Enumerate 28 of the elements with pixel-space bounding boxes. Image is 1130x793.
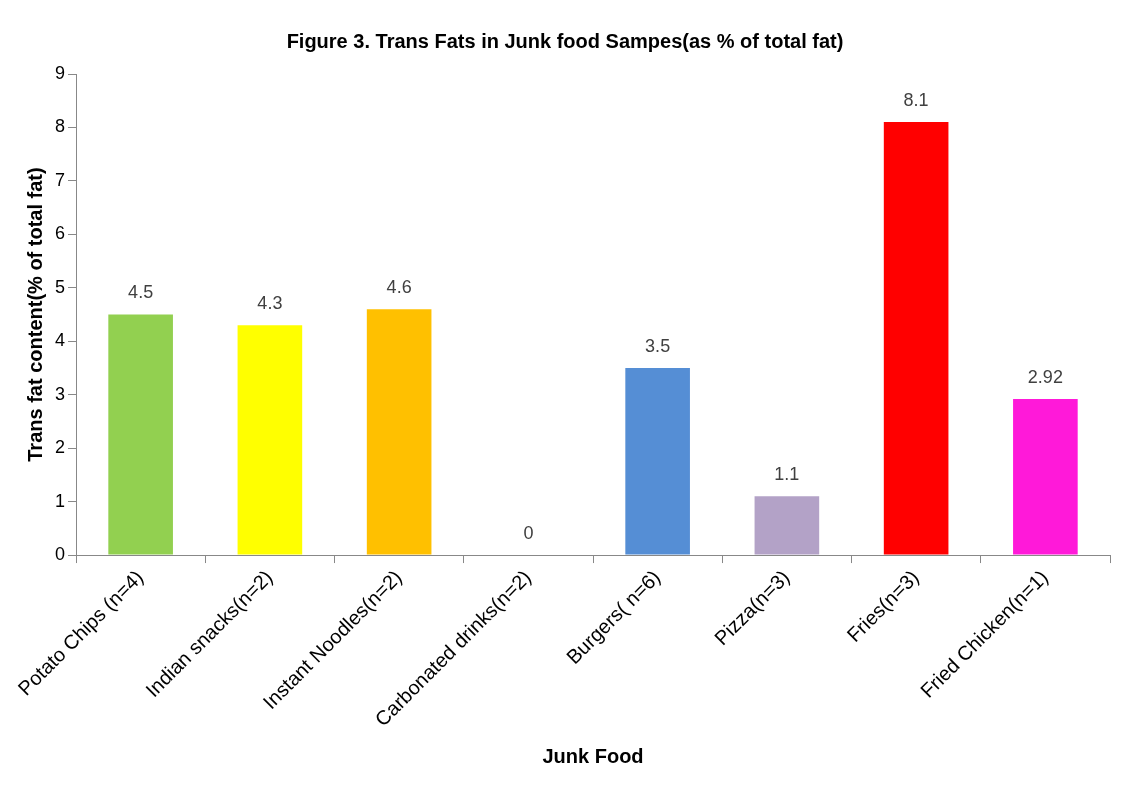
data-label: 0 bbox=[523, 523, 534, 544]
x-axis-title: Junk Food bbox=[542, 744, 644, 767]
bar bbox=[1013, 398, 1078, 555]
data-label: 8.1 bbox=[903, 90, 929, 111]
bar bbox=[108, 314, 173, 555]
bar bbox=[237, 325, 303, 555]
y-tick-label: 7 bbox=[55, 169, 66, 190]
data-label: 4.6 bbox=[386, 277, 412, 298]
y-tick-label: 8 bbox=[55, 116, 66, 137]
data-label: 2.92 bbox=[1027, 366, 1063, 387]
y-tick-label: 4 bbox=[55, 330, 66, 351]
data-label: 1.1 bbox=[774, 464, 800, 485]
y-tick-label: 3 bbox=[55, 383, 66, 404]
bar bbox=[625, 367, 690, 555]
data-label: 3.5 bbox=[645, 335, 671, 356]
bar bbox=[883, 122, 949, 555]
bar bbox=[754, 496, 820, 555]
y-tick-label: 0 bbox=[55, 544, 66, 565]
y-tick-label: 5 bbox=[55, 276, 66, 297]
y-tick-label: 9 bbox=[55, 62, 66, 83]
y-axis-title: Trans fat content(% of total fat) bbox=[23, 167, 46, 462]
y-tick-label: 2 bbox=[55, 437, 66, 458]
y-tick-label: 1 bbox=[55, 490, 66, 511]
y-tick-label: 6 bbox=[55, 223, 66, 244]
bar bbox=[366, 309, 432, 555]
data-label: 4.5 bbox=[128, 282, 154, 303]
chart-title: Figure 3. Trans Fats in Junk food Sampes(as % of total fat) bbox=[286, 29, 844, 52]
data-label: 4.3 bbox=[257, 293, 283, 314]
